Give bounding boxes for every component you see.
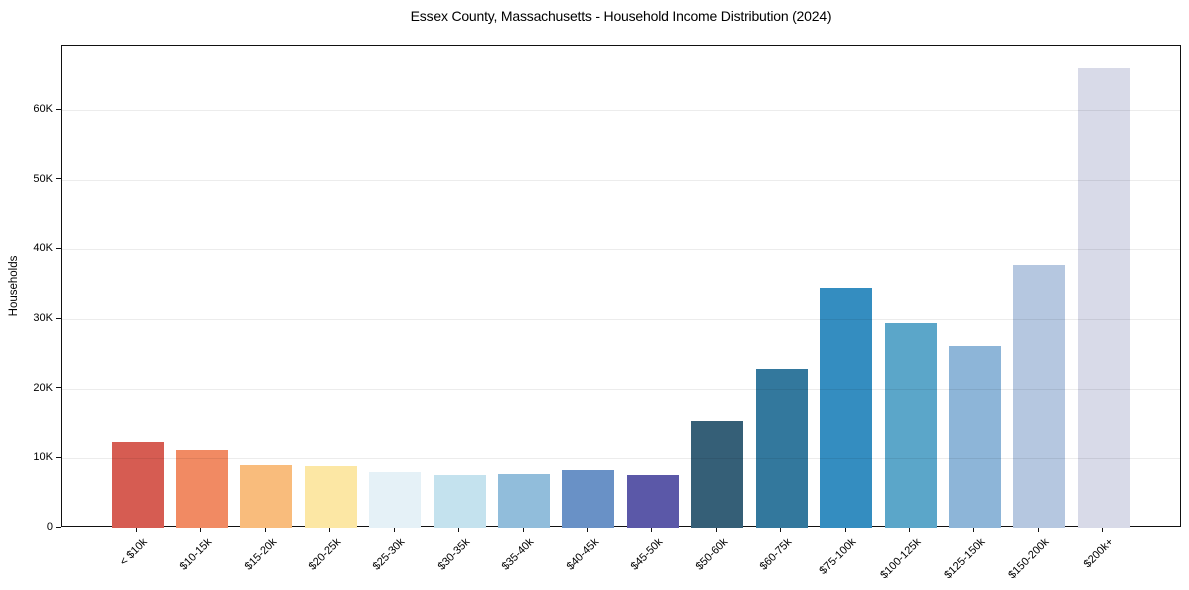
- x-tick-label: $30-35k: [435, 536, 473, 573]
- gridline: [62, 179, 1180, 181]
- x-tick-mark: [844, 527, 846, 532]
- x-tick-label: < $10k: [117, 536, 150, 569]
- bar-150-200k: [1013, 264, 1066, 528]
- x-tick-label: $150-200k: [1006, 536, 1052, 582]
- y-tick-mark: [56, 178, 61, 180]
- bar-45-50k: [626, 475, 679, 528]
- y-tick-label: 0: [46, 521, 53, 533]
- x-tick-label: $10-15k: [177, 536, 215, 573]
- gridline: [62, 319, 1180, 321]
- x-tick-mark: [458, 527, 460, 532]
- bar-50-60k: [691, 420, 744, 528]
- x-tick-mark: [715, 527, 717, 532]
- x-tick-label: $35-40k: [499, 536, 537, 573]
- bar-75-100k: [820, 287, 873, 528]
- bar-60-75k: [755, 369, 808, 528]
- y-tick-mark: [56, 108, 61, 110]
- y-tick-mark: [56, 317, 61, 319]
- y-tick-mark: [56, 387, 61, 389]
- y-tick-mark: [56, 456, 61, 458]
- x-tick-mark: [136, 527, 137, 532]
- x-tick-mark: [1037, 527, 1039, 532]
- x-tick-label: $45-50k: [628, 536, 666, 573]
- y-tick-label: 10K: [33, 451, 53, 464]
- x-tick-label: $50-60k: [693, 536, 730, 573]
- chart-title: Essex County, Massachusetts - Household …: [410, 8, 832, 24]
- y-tick-label: 20K: [33, 381, 53, 394]
- bar-200k: [1077, 68, 1130, 528]
- bar-100-125k: [884, 322, 937, 528]
- x-tick-mark: [329, 527, 331, 532]
- bar-125-150k: [948, 346, 1001, 528]
- y-tick-label: 30K: [33, 312, 53, 325]
- x-tick-label: $125-150k: [942, 536, 988, 582]
- bar-25-30k: [369, 471, 422, 528]
- gridline: [62, 388, 1180, 390]
- x-tick-mark: [522, 527, 524, 532]
- y-tick-mark: [56, 247, 61, 249]
- y-tick-label: 50K: [33, 172, 53, 185]
- gridline: [62, 110, 1180, 112]
- x-tick-label: $60-75k: [757, 536, 795, 573]
- x-tick-mark: [780, 527, 782, 532]
- y-axis-label: Households: [8, 255, 20, 317]
- gridline: [62, 249, 1180, 251]
- x-tick-label: $75-100k: [817, 536, 859, 577]
- bar-10-15k: [175, 449, 228, 528]
- y-tick-label: 60K: [33, 103, 53, 116]
- x-tick-mark: [651, 527, 653, 532]
- bar-15-20k: [240, 464, 293, 528]
- bar-35-40k: [498, 473, 551, 528]
- x-tick-label: $25-30k: [371, 536, 408, 573]
- x-tick-mark: [586, 527, 588, 532]
- x-tick-mark: [264, 527, 266, 532]
- bar-20-25k: [304, 466, 357, 528]
- x-tick-label: $200k+: [1082, 536, 1117, 571]
- bar-30-35k: [433, 475, 486, 528]
- x-tick-mark: [909, 527, 911, 532]
- y-tick-label: 40K: [33, 242, 53, 255]
- x-tick-label: $20-25k: [306, 536, 344, 573]
- x-tick-label: $15-20k: [242, 536, 279, 573]
- x-tick-mark: [393, 527, 395, 532]
- bar-40-45k: [562, 470, 615, 528]
- x-tick-mark: [1102, 527, 1104, 532]
- x-tick-mark: [200, 527, 202, 532]
- x-tick-label: $100-125k: [877, 536, 924, 582]
- x-tick-mark: [973, 527, 975, 532]
- bar-10k: [111, 441, 164, 528]
- x-tick-label: $40-45k: [564, 536, 601, 573]
- y-tick-mark: [56, 526, 61, 528]
- gridline: [62, 458, 1180, 460]
- plot-area: [61, 45, 1181, 528]
